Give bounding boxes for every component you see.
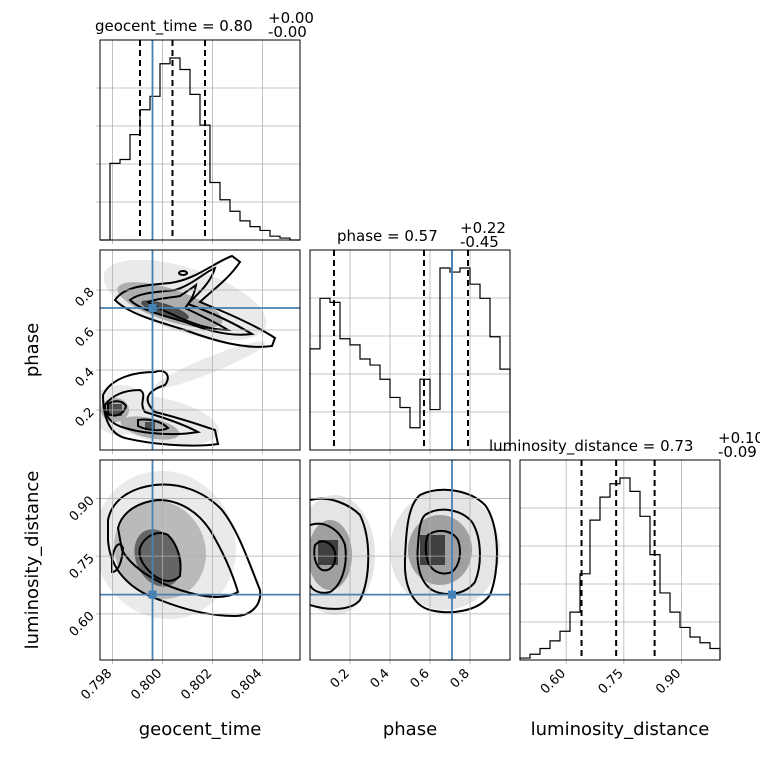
axes-phase-hist: [309, 249, 511, 451]
grid-0-0: [96, 40, 300, 244]
xtick-label-luminosity_distance: 0.60: [538, 666, 569, 697]
ytick-label-luminosity_distance: 0.75: [67, 551, 98, 582]
title-geocent-time: geocent_time = 0.80: [95, 17, 253, 36]
title-luminosity-distance: luminosity_distance = 0.73: [489, 437, 693, 456]
title-geocent-time-minus: -0.00: [268, 23, 307, 41]
density-geocent-distance: [100, 470, 262, 620]
xtick-label-luminosity_distance: 0.90: [653, 666, 684, 697]
title-luminosity-distance-plus: +0.10: [718, 429, 760, 447]
xlabel-phase: phase: [383, 719, 437, 740]
grid-2-1: [310, 460, 510, 664]
xtick-label-geocent_time: 0.804: [228, 666, 265, 703]
title-geocent-time-plus: +0.00: [268, 9, 314, 27]
axes-geocent-distance: [99, 459, 301, 661]
xtick-label-luminosity_distance: 0.75: [596, 666, 627, 697]
grid-2-0: [96, 460, 300, 664]
density-phase-distance: [310, 488, 500, 615]
ytick-label-luminosity_distance: 0.60: [67, 609, 98, 640]
density-geocent-phase: [100, 254, 277, 447]
axes-distance-hist: [519, 459, 721, 661]
axes-geocent-phase: [99, 249, 301, 451]
grid-1-0: [96, 250, 300, 454]
xtick-label-phase: 0.8: [448, 666, 473, 691]
xtick-label-geocent_time: 0.802: [178, 666, 215, 703]
xtick-label-geocent_time: 0.800: [128, 666, 165, 703]
ytick-label-luminosity_distance: 0.90: [67, 494, 98, 525]
title-phase: phase = 0.57: [337, 227, 438, 245]
xlabel-geocent-time: geocent_time: [139, 719, 262, 740]
truth-point-2-0: [148, 590, 157, 599]
xlabel-luminosity-distance: luminosity_distance: [531, 719, 710, 740]
xtick-label-phase: 0.6: [408, 666, 433, 691]
axes-geocent-hist: [99, 39, 301, 241]
ylabel-phase: phase: [22, 323, 43, 377]
grid-2-2: [520, 460, 720, 664]
xtick-label-geocent_time: 0.798: [78, 666, 115, 703]
histogram-geocent_time: [100, 57, 300, 241]
title-phase-minus: -0.45: [460, 233, 499, 251]
truth-point-2-1: [448, 590, 456, 599]
ytick-label-phase: 0.8: [72, 285, 97, 310]
histogram-phase: [309, 267, 511, 450]
xtick-label-phase: 0.2: [328, 666, 353, 691]
grid-1-1: [310, 250, 510, 454]
ytick-label-phase: 0.6: [72, 325, 97, 350]
ytick-label-phase: 0.4: [72, 365, 97, 390]
title-phase-plus: +0.22: [460, 219, 506, 237]
ytick-label-phase: 0.2: [72, 405, 97, 430]
xtick-label-phase: 0.4: [368, 666, 393, 691]
title-luminosity-distance-minus: -0.09: [718, 443, 757, 461]
histogram-luminosity_distance: [519, 477, 721, 660]
ylabel-luminosity-distance: luminosity_distance: [22, 471, 43, 650]
truth-point-1-0: [148, 304, 157, 312]
axes-phase-distance: [309, 459, 511, 661]
